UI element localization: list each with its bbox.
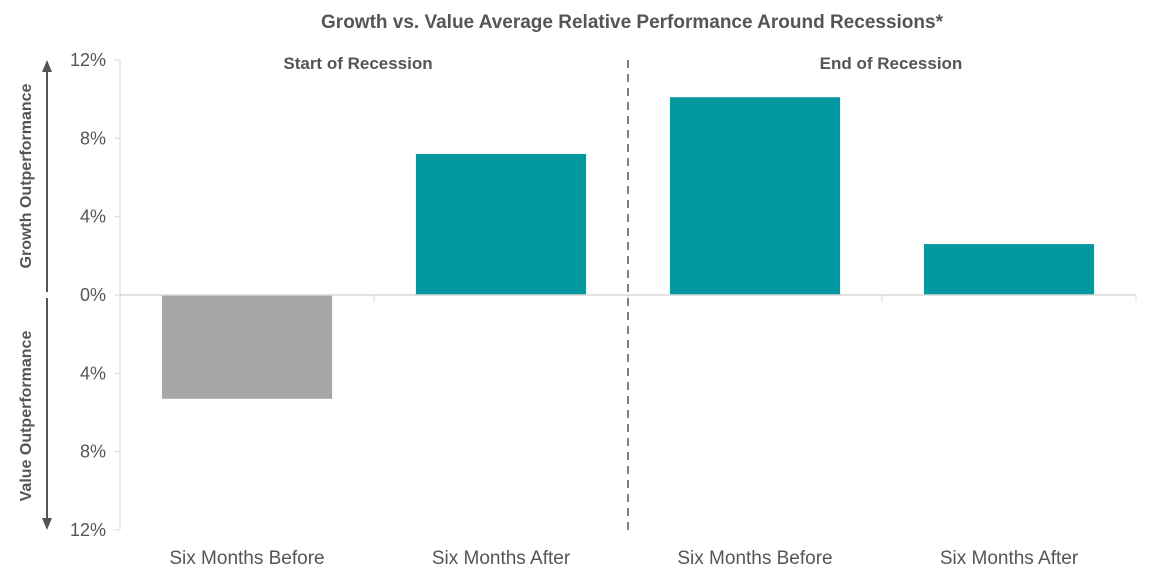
y-axis-side-labels: Growth Outperformance Value Outperforman… [18,60,52,530]
x-category-label: Six Months After [432,548,571,569]
bar-3 [669,97,841,295]
x-category-label: Six Months After [940,548,1079,569]
x-category-label: Six Months Before [169,548,324,569]
y-tick-label: 8% [80,442,106,462]
section-label-start: Start of Recession [283,54,432,73]
growth-arrow-up-icon [42,60,52,72]
section-label-end: End of Recession [820,54,963,73]
y-tick-label: 0% [80,285,106,305]
chart-title: Growth vs. Value Average Relative Perfor… [321,12,944,33]
growth-outperformance-label: Growth Outperformance [18,83,35,268]
bar-4 [923,244,1095,295]
y-axis: 12% 8% 4% 0% 4% 8% 12% [70,50,121,540]
y-tick-label: 4% [80,207,106,227]
bar-2 [415,154,587,295]
y-tick-label: 8% [80,128,106,148]
value-outperformance-label: Value Outperformance [18,331,35,502]
bars [161,97,1095,399]
y-tick-label: 12% [70,50,106,70]
bar-1 [161,295,333,399]
y-tick-label: 12% [70,520,106,540]
x-axis: Six Months Before Six Months After Six Mon… [119,294,1137,569]
x-category-label: Six Months Before [677,548,832,569]
y-tick-label: 4% [80,363,106,383]
value-arrow-down-icon [42,518,52,530]
